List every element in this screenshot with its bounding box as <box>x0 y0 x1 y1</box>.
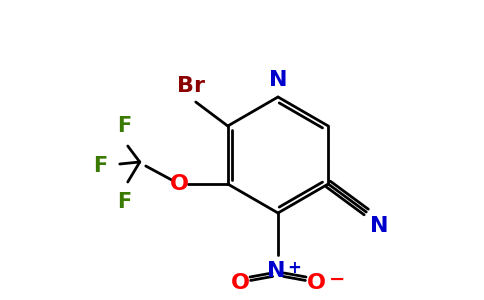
Text: F: F <box>117 192 131 212</box>
Text: Br: Br <box>177 76 205 96</box>
Text: F: F <box>117 116 131 136</box>
Text: N: N <box>370 216 389 236</box>
Text: −: − <box>329 269 346 289</box>
Text: O: O <box>230 273 249 293</box>
Text: +: + <box>287 259 301 277</box>
Text: F: F <box>93 156 108 176</box>
Text: O: O <box>306 273 326 293</box>
Text: N: N <box>267 261 285 281</box>
Text: O: O <box>170 174 189 194</box>
Text: N: N <box>269 70 287 90</box>
